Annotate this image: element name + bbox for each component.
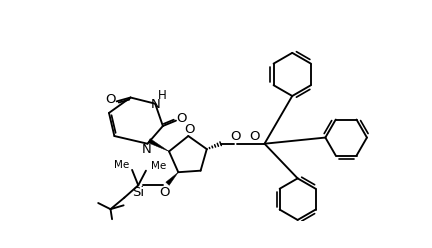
Text: H: H bbox=[158, 89, 166, 102]
Text: O: O bbox=[176, 112, 187, 125]
Text: O: O bbox=[184, 123, 194, 136]
Text: Me: Me bbox=[114, 159, 129, 170]
Text: Me: Me bbox=[151, 161, 166, 171]
Text: N: N bbox=[151, 98, 161, 111]
Text: N: N bbox=[142, 143, 152, 156]
Polygon shape bbox=[148, 139, 169, 152]
Text: O: O bbox=[159, 186, 170, 199]
Text: O: O bbox=[249, 130, 260, 143]
Text: O: O bbox=[105, 93, 116, 106]
Text: O: O bbox=[230, 129, 241, 143]
Polygon shape bbox=[166, 172, 178, 185]
Text: Si: Si bbox=[132, 186, 144, 199]
